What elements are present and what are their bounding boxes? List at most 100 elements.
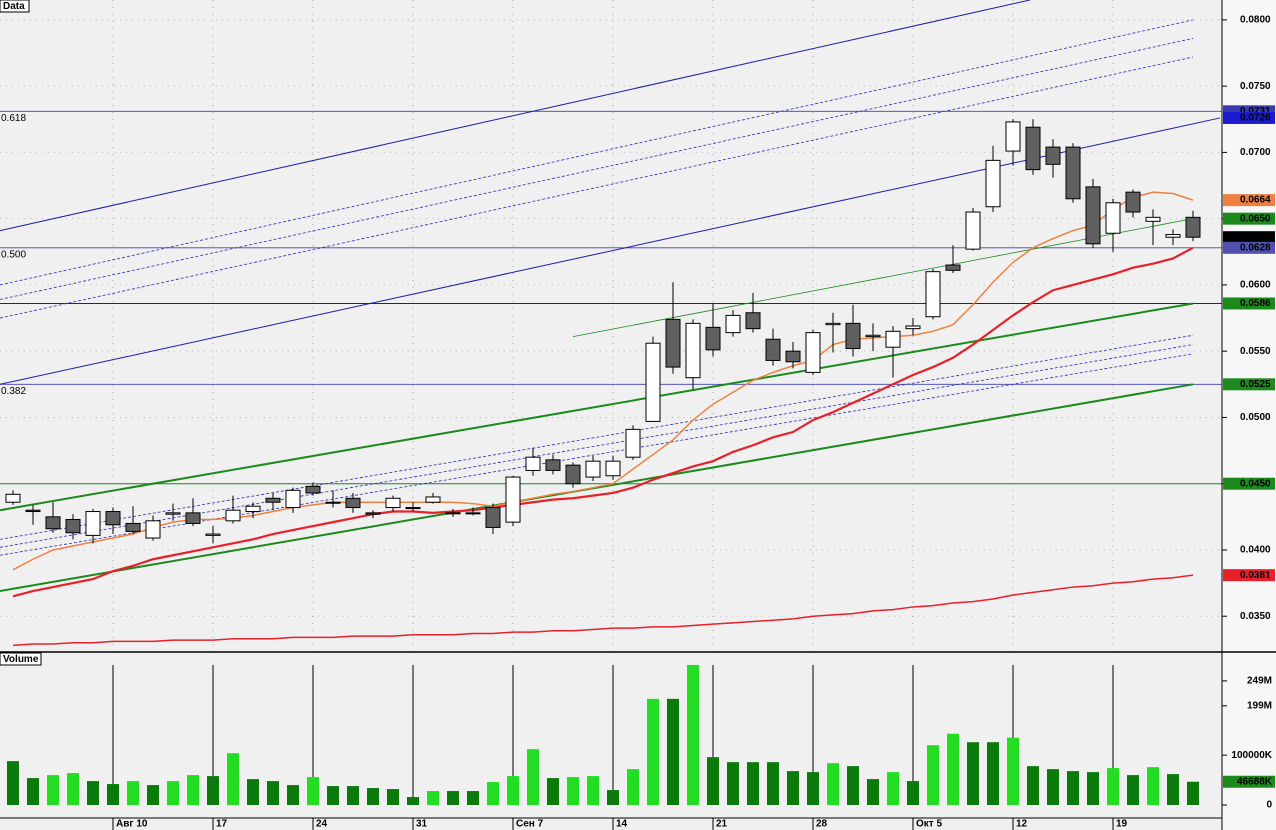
axis-strip (1222, 0, 1276, 830)
trend-line (0, 117, 1221, 385)
candle-body (85, 511, 101, 536)
panel-title: Volume (3, 654, 39, 665)
moving-average (12, 191, 1194, 571)
volume-bar (1087, 772, 1099, 805)
volume-bar (487, 782, 499, 805)
volume-bar (507, 776, 519, 805)
volume-bar (1127, 775, 1139, 805)
candle-body (245, 505, 261, 513)
volume-bar (767, 762, 779, 805)
volume-bar (907, 781, 919, 805)
x-tick-label: 31 (416, 819, 428, 830)
y-tick-label: 0.0700 (1240, 147, 1271, 158)
candle-body (665, 318, 681, 368)
price-marker-label: 0.0525 (1240, 379, 1271, 390)
price-marker-label: 0.0450 (1240, 478, 1271, 489)
candle-body (265, 497, 281, 503)
candle-body (945, 264, 961, 271)
price-marker (1223, 477, 1275, 490)
candle-body (305, 485, 321, 494)
volume-bar (1007, 737, 1019, 805)
y-tick-label: 249M (1247, 676, 1272, 687)
volume-bar (167, 781, 179, 805)
volume-bar (927, 745, 939, 805)
volume-bar (787, 771, 799, 805)
candle-body (1145, 216, 1161, 222)
volume-bar (67, 773, 79, 805)
candle-body (365, 512, 381, 515)
candle-body (65, 518, 81, 534)
x-tick-label: 24 (316, 819, 328, 830)
candle-body (765, 338, 781, 361)
candle-body (905, 325, 921, 330)
volume-bar (1067, 771, 1079, 805)
volume-bar (367, 788, 379, 805)
trend-line (0, 56, 1194, 319)
moving-average (12, 246, 1194, 598)
volume-bar (87, 781, 99, 805)
y-tick-label: 0.0800 (1240, 15, 1271, 26)
volume-bar (887, 772, 899, 805)
volume-bar (187, 775, 199, 805)
trend-line (0, 0, 1031, 232)
candle-body (25, 509, 41, 513)
volume-bar (627, 769, 639, 805)
candle-body (685, 322, 701, 379)
y-tick-label: 0.0750 (1240, 81, 1271, 92)
axes: 0.0800 0.0750 0.0700 0.0650 0.0600 0.0550 0.05… (112, 15, 1275, 830)
x-tick-label: 28 (816, 819, 828, 830)
candle-body (605, 460, 621, 477)
candle-body (525, 456, 541, 471)
volume-bar (947, 733, 959, 805)
candle-body (785, 350, 801, 363)
volume-bar (747, 762, 759, 805)
volume-bar (247, 779, 259, 805)
panel-label-box (0, 652, 42, 666)
candle-body (145, 520, 161, 539)
volume-bar (147, 785, 159, 805)
volume-bar (707, 757, 719, 805)
volume-bar (327, 786, 339, 805)
volume-bar (207, 776, 219, 805)
y-tick-label: 0.0500 (1240, 412, 1271, 423)
candle-body (1005, 121, 1021, 152)
y-tick-label: 199M (1247, 700, 1272, 711)
price-plot: 0.618 0.500 0.382 (0, 0, 1222, 652)
price-marker-label: 0.0586 (1240, 298, 1271, 309)
price-marker-label: 0.0628 (1240, 242, 1271, 253)
y-tick-label: 100000K (1231, 750, 1272, 761)
candle-body (925, 271, 941, 318)
candle-body (5, 493, 21, 503)
volume-bar (827, 763, 839, 805)
volume-bar (547, 778, 559, 805)
x-tick-label: 21 (716, 819, 728, 830)
y-tick-label: 0.0350 (1240, 611, 1271, 622)
candle-body (885, 330, 901, 348)
volume-bar (467, 791, 479, 805)
volume-bar (47, 775, 59, 805)
volume-bar (1027, 766, 1039, 805)
volume-bar (807, 772, 819, 805)
volume-bar (587, 776, 599, 805)
candle-body (285, 489, 301, 509)
x-tick-label: 19 (1116, 819, 1128, 830)
price-marker-label: 0.0726 (1240, 113, 1271, 124)
volume-bar (7, 761, 19, 805)
x-tick-label: Окт 5 (916, 819, 942, 830)
candle-body (725, 314, 741, 334)
trend-line (0, 334, 1194, 540)
candle-body (865, 334, 881, 338)
candle-body (125, 522, 141, 532)
candle-body (545, 459, 561, 471)
candle-body (1025, 126, 1041, 171)
candle-body (485, 507, 501, 528)
volume-marker (1223, 775, 1275, 788)
volume-bar (567, 777, 579, 805)
candle-body (345, 497, 361, 509)
fib-label: 0.382 (1, 386, 26, 397)
price-marker-label: 0.0636 (1240, 232, 1271, 243)
candle-body (805, 332, 821, 373)
volume-bar (527, 749, 539, 805)
price-marker (1223, 194, 1275, 207)
